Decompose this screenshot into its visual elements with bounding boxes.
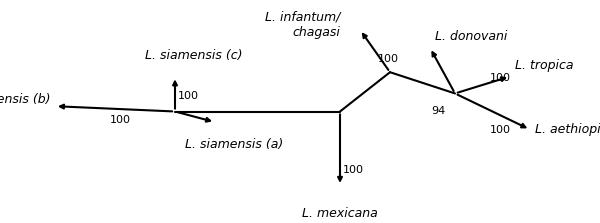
Text: L. mexicana: L. mexicana [302,207,378,220]
Text: 100: 100 [110,115,131,125]
Text: L. siamensis (c): L. siamensis (c) [145,49,242,62]
Text: 94: 94 [431,106,445,116]
Text: 100: 100 [343,165,364,175]
Text: L. siamensis (b): L. siamensis (b) [0,93,50,106]
Text: L. donovani: L. donovani [435,30,508,43]
Text: 100: 100 [178,91,199,101]
Text: 100: 100 [378,54,399,64]
Text: 100: 100 [490,73,511,83]
Text: 100: 100 [490,125,511,135]
Text: L. tropica: L. tropica [515,59,574,72]
Text: L. siamensis (a): L. siamensis (a) [185,138,283,151]
Text: L. aethiopica: L. aethiopica [535,123,600,136]
Text: L. infantum/
chagasi: L. infantum/ chagasi [265,11,340,39]
